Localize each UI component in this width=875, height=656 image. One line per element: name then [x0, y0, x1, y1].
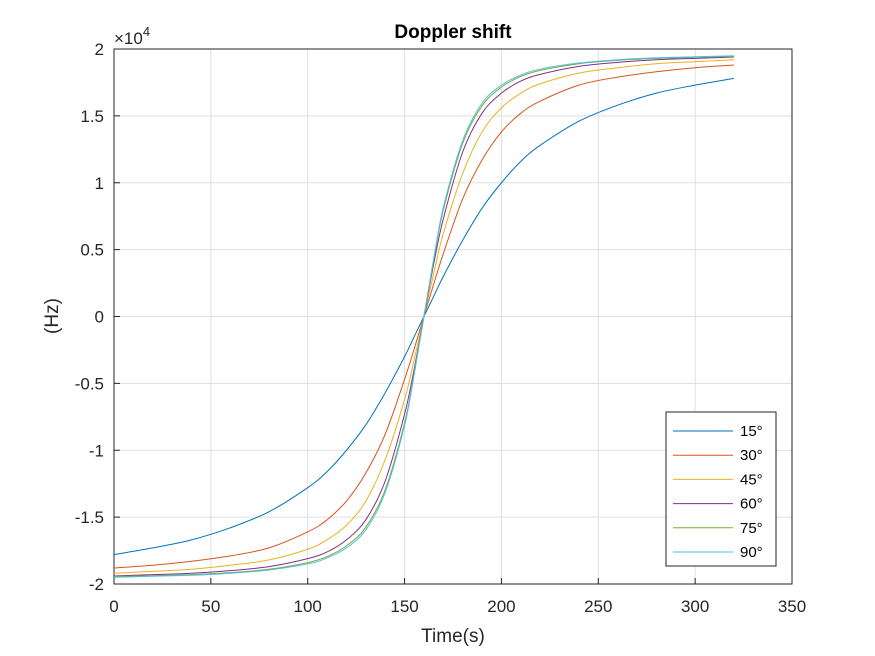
y-axis: -2 -1.5 -1 -0.5 0 0.5 1 1.5 2: [75, 40, 120, 594]
legend-label-5: 75°: [740, 520, 763, 537]
legend: 15° 30° 45° 60° 75° 90°: [665, 411, 777, 567]
x-tick-label: 100: [294, 597, 322, 616]
y-tick-label: -0.5: [75, 374, 104, 393]
legend-label-1: 15°: [740, 423, 763, 440]
y-tick-label: 0.5: [80, 241, 104, 260]
chart-title: Doppler shift: [394, 22, 512, 43]
x-axis-label: Time(s): [421, 626, 485, 647]
x-axis: 0 50 100 150 200 250 300 350: [109, 578, 806, 616]
legend-label-6: 90°: [740, 544, 763, 561]
legend-label-3: 45°: [740, 471, 763, 488]
legend-box: [665, 411, 777, 567]
y-tick-label: 0: [95, 308, 104, 327]
y-tick-label: -1.5: [75, 508, 104, 527]
x-tick-label: 50: [201, 597, 220, 616]
y-exponent-base: ×10: [114, 29, 143, 48]
y-tick-label: 1.5: [80, 107, 104, 126]
y-axis-label: (Hz): [42, 298, 63, 334]
legend-label-4: 60°: [740, 496, 763, 513]
series-lines: [113, 55, 734, 578]
legend-label-2: 30°: [740, 447, 763, 464]
y-tick-label: -2: [89, 575, 104, 594]
x-tick-label: 200: [487, 597, 515, 616]
y-tick-label: 2: [95, 40, 104, 59]
x-tick-label: 150: [390, 597, 418, 616]
y-exponent-power: 4: [143, 24, 150, 39]
x-tick-label: 0: [109, 597, 118, 616]
x-tick-label: 300: [681, 597, 709, 616]
x-tick-label: 350: [778, 597, 806, 616]
y-exponent-label: ×104: [114, 24, 150, 48]
y-tick-label: 1: [95, 174, 104, 193]
series-line-6: [113, 55, 734, 578]
y-tick-label: -1: [89, 441, 104, 460]
x-tick-label: 250: [584, 597, 612, 616]
